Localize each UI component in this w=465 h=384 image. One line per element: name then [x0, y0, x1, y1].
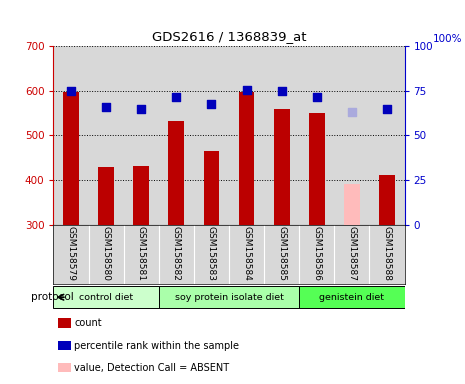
Point: [208, 101, 215, 107]
Point: [383, 106, 391, 112]
Point: [243, 87, 250, 93]
Bar: [204, 151, 219, 225]
Bar: [88, 46, 124, 225]
Text: genistein diet: genistein diet: [319, 293, 385, 302]
Bar: [334, 46, 369, 225]
Text: GSM158584: GSM158584: [242, 227, 251, 281]
Point: [348, 109, 356, 115]
Text: GSM158587: GSM158587: [347, 227, 356, 281]
Bar: [98, 167, 114, 225]
Point: [138, 106, 145, 112]
Point: [102, 104, 110, 110]
Bar: [159, 46, 194, 225]
Bar: [168, 121, 184, 225]
Bar: [264, 46, 299, 225]
Bar: [299, 286, 405, 308]
Title: GDS2616 / 1368839_at: GDS2616 / 1368839_at: [152, 30, 306, 43]
Text: GSM158581: GSM158581: [137, 227, 146, 281]
Bar: [344, 184, 360, 225]
Text: count: count: [74, 318, 102, 328]
Bar: [194, 46, 229, 225]
Text: protocol: protocol: [31, 292, 73, 302]
Text: GSM158582: GSM158582: [172, 227, 181, 281]
Bar: [239, 92, 254, 225]
Text: GSM158583: GSM158583: [207, 227, 216, 281]
Bar: [229, 46, 264, 225]
Text: percentile rank within the sample: percentile rank within the sample: [74, 341, 239, 351]
Text: value, Detection Call = ABSENT: value, Detection Call = ABSENT: [74, 363, 230, 373]
Point: [67, 88, 75, 94]
Bar: [133, 166, 149, 225]
Text: GSM158585: GSM158585: [277, 227, 286, 281]
Bar: [369, 46, 405, 225]
Bar: [53, 46, 88, 225]
Text: GSM158588: GSM158588: [383, 227, 392, 281]
Bar: [309, 113, 325, 225]
Bar: [299, 46, 334, 225]
Text: GSM158579: GSM158579: [66, 227, 75, 281]
Point: [313, 93, 320, 99]
Bar: [53, 286, 159, 308]
Point: [173, 94, 180, 101]
Text: control diet: control diet: [79, 293, 133, 302]
Text: GSM158580: GSM158580: [102, 227, 111, 281]
Point: [278, 88, 286, 94]
Text: GSM158586: GSM158586: [312, 227, 321, 281]
Text: 100%: 100%: [432, 34, 462, 44]
Bar: [159, 286, 299, 308]
Bar: [124, 46, 159, 225]
Bar: [379, 175, 395, 225]
Bar: [274, 109, 290, 225]
Bar: [63, 92, 79, 225]
Text: soy protein isolate diet: soy protein isolate diet: [174, 293, 284, 302]
